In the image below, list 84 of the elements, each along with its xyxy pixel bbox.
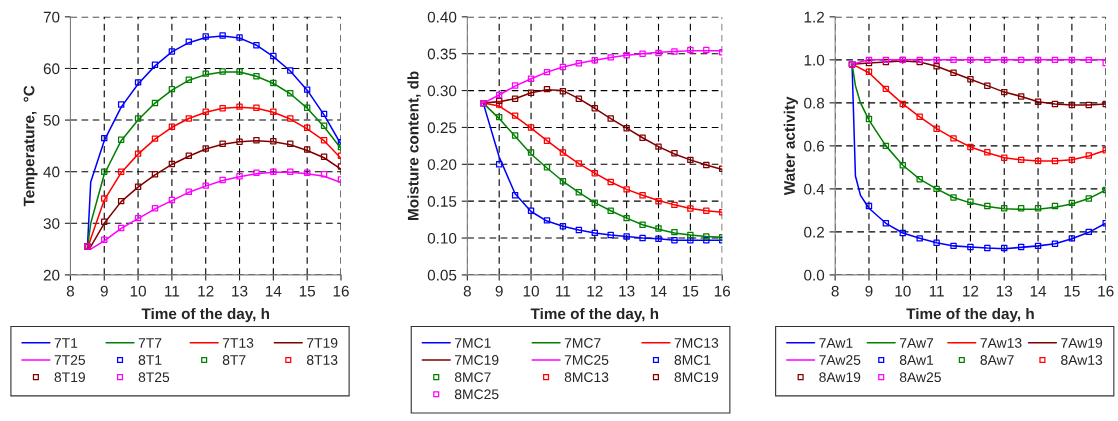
x-tick-label: 15 <box>683 285 699 297</box>
y-axis-title: Water activity <box>783 96 798 196</box>
y-tick-label: 1.0 <box>804 54 825 66</box>
x-tick-label: 8 <box>66 285 75 297</box>
y-tick-label: 0.10 <box>427 232 457 244</box>
x-tick-label: 11 <box>556 285 571 297</box>
x-axis-title: Time of the day, h <box>530 307 659 323</box>
legend-label: 8T13 <box>306 355 338 365</box>
x-tick-label: 14 <box>651 285 667 297</box>
y-tick-label: 0.0 <box>804 269 825 281</box>
legend-label: 8MC1 <box>674 355 711 365</box>
y-tick-label: 0.25 <box>427 122 457 134</box>
y-tick-label: 0.15 <box>427 196 457 207</box>
y-tick-label: 70 <box>43 11 60 23</box>
legend-label: 7MC13 <box>674 338 719 348</box>
x-axis-title: Time of the day, h <box>141 307 270 323</box>
legend-label: 8Aw19 <box>819 372 861 383</box>
legend-label: 7Aw7 <box>899 338 934 348</box>
x-tick-label: 12 <box>963 285 979 297</box>
y-tick-label: 0.30 <box>427 85 457 97</box>
y-tick-label: 0.20 <box>427 159 457 170</box>
legend-label: 8Aw7 <box>980 355 1014 365</box>
x-tick-label: 16 <box>333 285 349 297</box>
x-tick-label: 13 <box>996 285 1013 297</box>
y-tick-label: 30 <box>43 218 60 229</box>
legend-label: 7Aw13 <box>980 338 1022 348</box>
y-tick-label: 0.4 <box>804 183 825 195</box>
legend-label: 7MC25 <box>564 355 609 365</box>
x-tick-label: 15 <box>299 285 316 297</box>
legend-label: 8T1 <box>138 355 162 365</box>
x-tick-label: 10 <box>895 285 911 297</box>
x-tick-label: 16 <box>1098 285 1114 297</box>
legend-label: 8MC13 <box>564 372 609 383</box>
y-tick-label: 0.2 <box>804 226 824 238</box>
x-tick-label: 9 <box>495 285 503 297</box>
x-tick-label: 11 <box>165 285 180 297</box>
legend-label: 7Aw1 <box>819 338 853 348</box>
legend-label: 7MC1 <box>455 338 491 348</box>
y-tick-label: 0.05 <box>427 269 457 281</box>
legend-label: 8T25 <box>138 372 170 383</box>
legend-label: 8T7 <box>222 355 246 365</box>
x-tick-label: 16 <box>714 285 731 297</box>
x-tick-label: 9 <box>100 285 108 297</box>
y-tick-label: 60 <box>43 63 60 75</box>
x-tick-label: 13 <box>619 285 635 297</box>
x-axis-title: Time of the day, h <box>906 307 1034 323</box>
legend-label: 7MC19 <box>455 355 499 365</box>
y-tick-label: 0.6 <box>804 140 825 152</box>
x-tick-label: 8 <box>463 285 471 297</box>
legend-label: 7T13 <box>222 338 254 348</box>
x-tick-label: 8 <box>831 285 839 297</box>
legend-label: 8MC19 <box>674 372 719 383</box>
x-tick-label: 13 <box>232 285 248 297</box>
x-tick-label: 10 <box>523 285 539 297</box>
y-axis-title: Moisture content, db <box>407 71 421 220</box>
y-tick-label: 0.40 <box>427 11 457 23</box>
legend-label: 7T7 <box>138 338 162 348</box>
legend-label: 7T1 <box>54 338 78 348</box>
x-tick-label: 9 <box>865 285 873 297</box>
y-tick-label: 0.8 <box>804 97 825 109</box>
legend-label: 7MC7 <box>564 338 601 348</box>
y-tick-label: 40 <box>43 166 60 178</box>
x-tick-label: 11 <box>929 285 944 297</box>
legend-label: 7T25 <box>54 355 86 365</box>
legend-label: 8Aw25 <box>899 372 941 383</box>
y-axis-title: Temperature, °C <box>23 85 38 207</box>
y-tick-label: 50 <box>43 114 60 126</box>
x-tick-label: 12 <box>198 285 214 297</box>
x-tick-label: 14 <box>266 285 282 297</box>
x-tick-label: 10 <box>130 285 146 297</box>
legend-label: 8MC25 <box>454 389 499 400</box>
y-tick-label: 0.35 <box>427 48 457 60</box>
legend-label: 7Aw19 <box>1061 338 1103 348</box>
legend-label: 8Aw1 <box>899 355 934 365</box>
y-tick-label: 1.2 <box>804 11 824 23</box>
legend-label: 8MC7 <box>454 372 491 383</box>
legend-label: 8Aw13 <box>1061 355 1103 365</box>
legend-label: 7Aw25 <box>819 355 861 365</box>
y-tick-label: 20 <box>43 269 60 281</box>
legend-label: 7T19 <box>307 338 338 348</box>
legend-label: 8T19 <box>54 372 85 383</box>
x-tick-label: 15 <box>1064 285 1080 297</box>
x-tick-label: 14 <box>1030 285 1047 297</box>
x-tick-label: 12 <box>587 285 603 297</box>
